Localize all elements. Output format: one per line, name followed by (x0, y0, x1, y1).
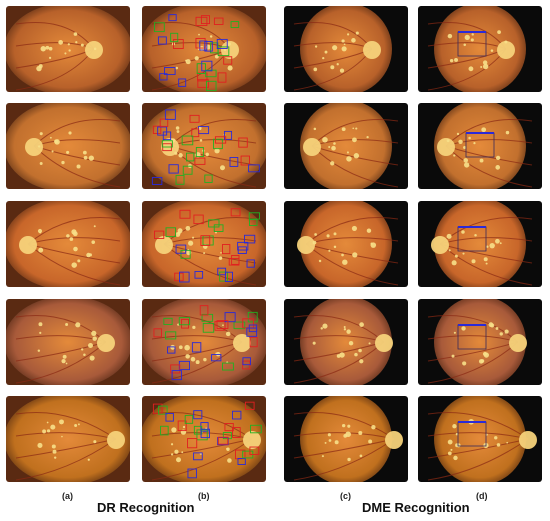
fundus-image-d-1 (418, 6, 542, 92)
fundus-image-b-3 (142, 201, 266, 287)
fundus-image-d-4 (418, 299, 542, 385)
fundus-image-c-2 (284, 103, 408, 189)
fundus-image-c-3 (284, 201, 408, 287)
panel-label-c: (c) (340, 491, 351, 501)
fundus-image-a-4 (6, 299, 130, 385)
fundus-image-c-1 (284, 6, 408, 92)
fundus-image-a-2 (6, 103, 130, 189)
fundus-image-c-5 (284, 396, 408, 482)
fundus-image-d-5 (418, 396, 542, 482)
fundus-image-b-2 (142, 103, 266, 189)
fundus-image-b-1 (142, 6, 266, 92)
panel-label-a: (a) (62, 491, 73, 501)
panel-label-d: (d) (476, 491, 488, 501)
fundus-image-d-2 (418, 103, 542, 189)
dr-recognition-title: DR Recognition (97, 500, 195, 515)
dme-recognition-title: DME Recognition (362, 500, 470, 515)
fundus-image-b-4 (142, 299, 266, 385)
fundus-image-a-5 (6, 396, 130, 482)
fundus-image-a-3 (6, 201, 130, 287)
fundus-image-grid (6, 6, 542, 482)
fundus-image-b-5 (142, 396, 266, 482)
panel-label-b: (b) (198, 491, 210, 501)
fundus-image-d-3 (418, 201, 542, 287)
fundus-image-a-1 (6, 6, 130, 92)
fundus-image-c-4 (284, 299, 408, 385)
